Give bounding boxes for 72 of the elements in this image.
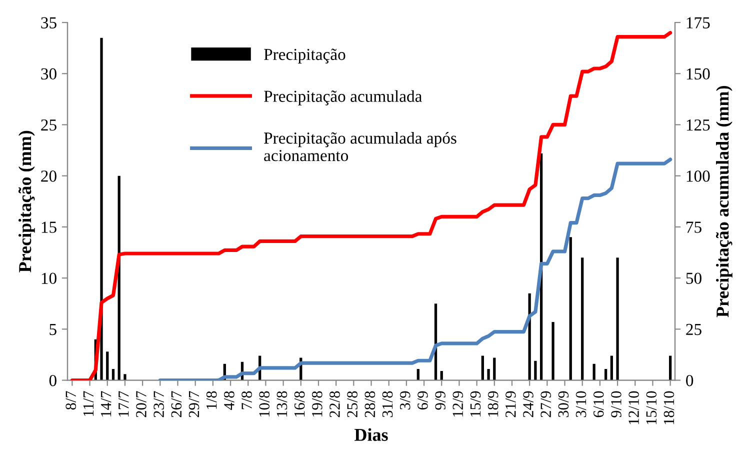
x-tick-label: 25/8 bbox=[347, 391, 358, 418]
bar bbox=[581, 258, 584, 380]
x-tick-label: 15/10 bbox=[646, 391, 657, 424]
x-tick-label: 14/7 bbox=[100, 391, 112, 416]
x-tick-label: 16/8 bbox=[294, 391, 305, 416]
x-tick-label: 23/7 bbox=[154, 391, 164, 418]
bar bbox=[106, 352, 109, 380]
x-tick-label: 11/7 bbox=[83, 391, 94, 416]
x-tick-label: 12/10 bbox=[628, 391, 639, 424]
y2-tick-label: 150 bbox=[686, 68, 710, 80]
x-axis-title: Dias bbox=[354, 428, 388, 441]
x-tick-label: 19/8 bbox=[312, 391, 322, 416]
bar bbox=[493, 358, 496, 380]
x-tick-label: 24/9 bbox=[523, 391, 534, 418]
y-axis-title: Precipitação (mm) bbox=[18, 130, 35, 272]
bar bbox=[616, 258, 619, 380]
bar bbox=[592, 364, 596, 380]
x-tick-label: 3/10 bbox=[576, 391, 586, 418]
y-tick-label: 20 bbox=[41, 170, 56, 182]
x-tick-label: 20/7 bbox=[136, 391, 146, 418]
bar bbox=[610, 356, 613, 380]
bar bbox=[124, 374, 126, 380]
x-tick-label: 15/9 bbox=[470, 391, 481, 416]
x-tick-label: 10/8 bbox=[259, 391, 270, 416]
x-tick-label: 29/7 bbox=[188, 391, 200, 418]
x-tick-label: 30/9 bbox=[558, 391, 569, 418]
y2-tick-label: 175 bbox=[686, 17, 710, 28]
x-tick-label: 27/9 bbox=[540, 391, 551, 418]
y2-tick-label: 50 bbox=[686, 272, 702, 284]
x-tick-label: 6/9 bbox=[418, 391, 428, 410]
x-tick-label: 9/9 bbox=[435, 391, 446, 410]
legend-label: Precipitação bbox=[264, 48, 346, 64]
x-tick-label: 12/9 bbox=[452, 391, 464, 416]
legend-label: Precipitação acumulada após acionamento bbox=[264, 132, 456, 162]
y2-tick-label: 75 bbox=[686, 222, 702, 233]
x-tick-label: 7/8 bbox=[242, 391, 252, 410]
x-tick-label: 28/8 bbox=[364, 391, 376, 418]
y2-tick-label: 25 bbox=[686, 324, 702, 336]
x-tick-label: 22/8 bbox=[330, 391, 340, 418]
x-tick-label: 8/7 bbox=[66, 391, 76, 410]
y-tick-label: 5 bbox=[50, 324, 56, 336]
bar bbox=[487, 369, 490, 380]
x-tick-label: 31/8 bbox=[382, 391, 393, 418]
bar bbox=[668, 356, 672, 380]
x-tick-label: 3/9 bbox=[400, 391, 410, 410]
x-tick-label: 13/8 bbox=[276, 391, 288, 416]
bar bbox=[100, 38, 103, 380]
line-series bbox=[70, 30, 672, 380]
bar bbox=[481, 356, 484, 380]
y2-tick-label: 125 bbox=[686, 119, 710, 131]
y2-axis-title: Precipitação acumulada (mm) bbox=[716, 86, 732, 318]
bar bbox=[569, 237, 572, 380]
y-tick-label: 10 bbox=[42, 272, 56, 284]
bar bbox=[552, 322, 554, 380]
x-tick-label: 9/10 bbox=[611, 391, 622, 418]
x-tick-label: 18/9 bbox=[488, 391, 498, 416]
y-tick-label: 35 bbox=[41, 17, 56, 28]
legend-label: Precipitação acumulada bbox=[264, 90, 422, 106]
bar bbox=[534, 360, 537, 380]
x-tick-label: 17/7 bbox=[118, 391, 129, 416]
y-tick-label: 30 bbox=[41, 68, 56, 80]
x-tick-label: 21/9 bbox=[506, 391, 516, 418]
x-tick-label: 4/8 bbox=[224, 391, 234, 410]
x-tick-label: 1/8 bbox=[206, 391, 217, 409]
x-tick-label: 18/10 bbox=[664, 391, 674, 424]
x-tick-label: 26/7 bbox=[171, 391, 182, 418]
x-tick-label: 6/10 bbox=[593, 391, 604, 418]
y-tick-label: 0 bbox=[49, 374, 56, 386]
y-tick-label: 15 bbox=[42, 222, 56, 233]
y2-tick-label: 100 bbox=[686, 170, 710, 182]
y-tick-label: 25 bbox=[41, 119, 56, 131]
y2-tick-label: 0 bbox=[686, 374, 694, 386]
